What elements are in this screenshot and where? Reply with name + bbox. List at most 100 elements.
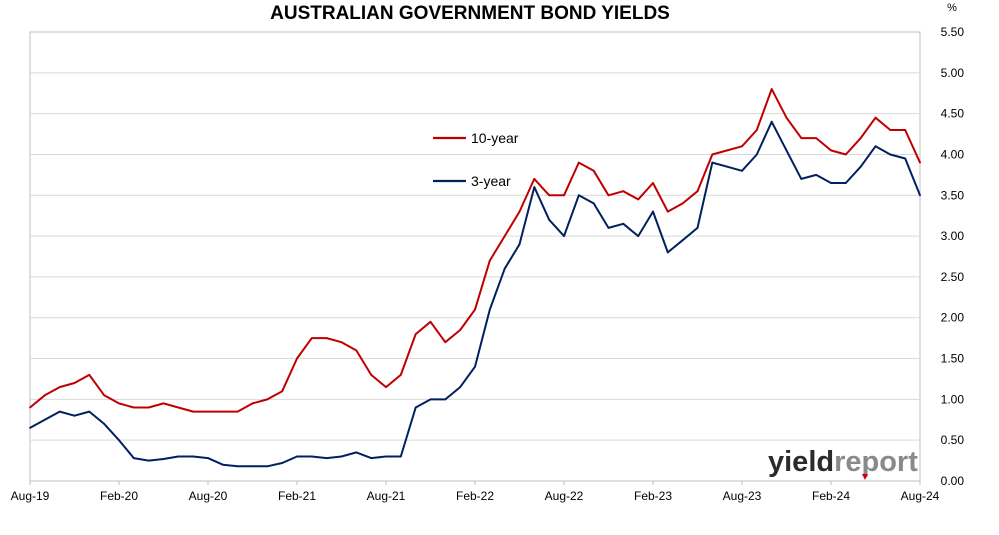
data-point-3-year <box>192 455 195 458</box>
data-point-3-year <box>622 222 625 225</box>
data-point-3-year <box>666 251 669 254</box>
data-point-3-year <box>577 194 580 197</box>
y-tick-label: 4.00 <box>941 147 965 161</box>
data-point-3-year <box>889 153 892 156</box>
data-point-3-year <box>607 227 610 229</box>
data-point-10-year <box>296 357 298 360</box>
data-point-3-year <box>815 174 818 176</box>
x-tick-label: Aug-24 <box>901 489 940 503</box>
data-point-10-year <box>162 402 165 405</box>
data-point-10-year <box>755 129 758 131</box>
data-point-3-year <box>88 410 91 413</box>
data-point-10-year <box>592 169 595 172</box>
y-tick-label: 0.00 <box>941 474 965 488</box>
data-point-10-year <box>207 410 209 413</box>
data-point-10-year <box>741 145 743 148</box>
data-point-10-year <box>429 320 432 323</box>
data-point-10-year <box>577 161 580 164</box>
data-point-10-year <box>518 210 521 213</box>
data-point-10-year <box>325 337 328 339</box>
data-point-3-year <box>444 398 447 401</box>
data-point-3-year <box>310 455 313 458</box>
data-point-3-year <box>785 149 788 152</box>
data-point-3-year <box>548 218 551 221</box>
data-point-3-year <box>73 414 76 417</box>
data-point-3-year <box>755 153 758 156</box>
data-point-3-year <box>652 210 654 213</box>
data-point-10-year <box>696 190 699 193</box>
data-point-3-year <box>637 235 640 238</box>
data-point-3-year <box>296 455 298 458</box>
data-point-3-year <box>503 267 506 270</box>
data-point-3-year <box>533 186 536 189</box>
data-point-3-year <box>919 194 921 197</box>
data-point-3-year <box>251 465 254 468</box>
data-point-3-year <box>474 365 476 368</box>
data-point-3-year <box>355 451 358 454</box>
data-point-10-year <box>132 406 135 409</box>
data-point-3-year <box>563 235 565 238</box>
data-point-3-year <box>904 157 907 160</box>
y-tick-label: 2.00 <box>941 311 965 325</box>
data-point-10-year <box>904 129 907 131</box>
data-point-10-year <box>251 402 254 405</box>
data-point-10-year <box>622 190 625 193</box>
data-point-10-year <box>666 210 669 213</box>
data-point-3-year <box>236 465 239 468</box>
data-point-3-year <box>325 457 328 459</box>
data-point-10-year <box>726 149 729 152</box>
legend-label-10-year: 10-year <box>471 130 519 146</box>
data-point-10-year <box>874 116 877 119</box>
y-tick-label: 4.50 <box>941 107 965 121</box>
x-tick-label: Feb-20 <box>100 489 138 503</box>
y-tick-label: 3.00 <box>941 229 965 243</box>
data-point-10-year <box>474 308 476 311</box>
data-point-10-year <box>58 386 61 388</box>
yieldreport-logo-text: yieldreport <box>768 446 918 478</box>
yieldreport-logo-part1: yield <box>768 446 834 478</box>
data-point-10-year <box>281 390 284 393</box>
x-tick-label: Feb-24 <box>812 489 850 503</box>
data-point-3-year <box>681 239 684 242</box>
data-point-10-year <box>340 341 343 344</box>
data-point-10-year <box>444 341 447 344</box>
data-point-3-year <box>103 423 106 425</box>
yieldreport-logo-part2: report <box>834 446 918 478</box>
x-tick-label: Feb-21 <box>278 489 316 503</box>
data-point-3-year <box>459 386 462 388</box>
y-tick-label: 2.50 <box>941 270 965 284</box>
data-point-10-year <box>488 259 491 262</box>
data-point-3-year <box>592 202 595 205</box>
data-point-10-year <box>889 129 892 131</box>
data-point-10-year <box>830 149 832 152</box>
data-point-3-year <box>177 455 180 458</box>
y-tick-label: 5.50 <box>941 25 965 39</box>
data-point-10-year <box>533 178 536 180</box>
data-point-10-year <box>73 382 76 384</box>
yieldreport-logo: yieldreport <box>768 446 918 480</box>
data-point-3-year <box>399 455 402 458</box>
data-point-3-year <box>370 457 373 459</box>
data-point-10-year <box>548 194 551 197</box>
chart-title: AUSTRALIAN GOVERNMENT BOND YIELDS <box>270 3 670 24</box>
legend-label-3-year: 3-year <box>471 173 511 189</box>
data-point-10-year <box>266 398 269 401</box>
data-point-3-year <box>726 165 729 168</box>
data-point-3-year <box>340 455 343 458</box>
data-point-3-year <box>162 458 165 460</box>
data-point-3-year <box>859 165 862 168</box>
data-point-3-year <box>741 169 743 172</box>
x-tick-labels: Aug-19 Feb-20 Aug-20 Feb-21 Aug-21 Feb-22 Aug-… <box>11 481 940 503</box>
data-point-10-year <box>355 349 358 352</box>
data-point-3-year <box>800 178 803 180</box>
data-point-3-year <box>429 398 432 401</box>
data-point-10-year <box>177 406 180 409</box>
data-point-3-year <box>385 455 387 458</box>
data-point-3-year <box>414 406 417 409</box>
x-tick-label: Aug-19 <box>11 489 50 503</box>
x-tick-label: Aug-20 <box>189 489 228 503</box>
data-point-3-year <box>770 120 773 123</box>
data-point-3-year <box>43 418 46 421</box>
